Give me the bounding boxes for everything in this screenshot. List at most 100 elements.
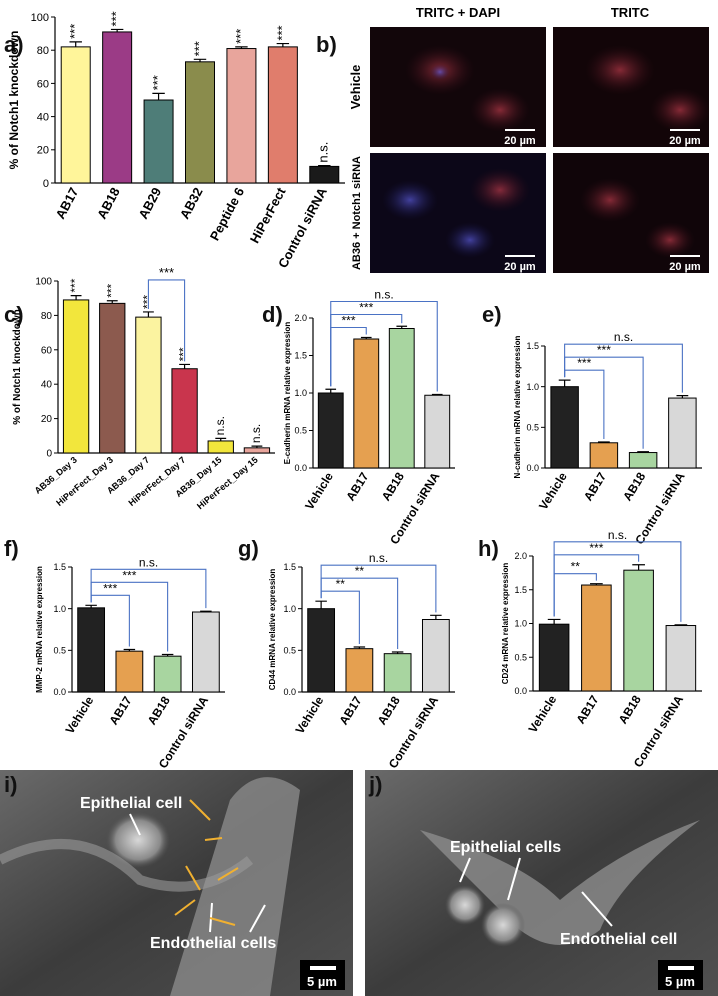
bar-chart: a)% of Notch1 knockdown 0 20 40 60 80 100 AB17 *… <box>4 11 345 270</box>
bar <box>62 299 90 454</box>
column-title: TRITC <box>611 5 650 20</box>
bar <box>135 316 162 454</box>
error-bar <box>430 614 442 620</box>
x-tick-label: Vehicle <box>526 693 560 736</box>
annotation: Endothelial cells <box>150 935 276 952</box>
y-tick-label: 20 <box>41 414 53 425</box>
sem-panel: j) Epithelial cells Endothelial cell 5 µ… <box>365 770 718 996</box>
y-axis-label: CD44 mRNA relative expression <box>268 569 277 691</box>
scale-bar-label: 5 µm <box>665 974 695 989</box>
comparison-bracket <box>90 568 207 609</box>
error-bar <box>152 92 165 100</box>
scale-box <box>300 960 345 990</box>
y-tick-label: 0.5 <box>283 645 296 655</box>
comparison-label: *** <box>597 343 611 357</box>
error-bar <box>106 300 118 304</box>
y-tick-label: 0.5 <box>53 645 66 655</box>
panel-label: e) <box>482 302 502 327</box>
significance-label: *** <box>141 295 155 309</box>
bar <box>309 165 340 184</box>
y-tick-label: 1.0 <box>514 619 527 629</box>
panel-label: g) <box>238 536 259 561</box>
y-tick-label: 0.5 <box>294 426 307 436</box>
bar <box>191 611 220 693</box>
bar <box>589 442 619 469</box>
bar <box>550 386 579 469</box>
comparison-label: *** <box>103 581 117 595</box>
x-tick-label: Vehicle <box>63 694 97 737</box>
bar <box>115 650 144 693</box>
error-bar <box>547 618 561 625</box>
comparison-bracket <box>147 279 186 362</box>
bar <box>317 392 344 469</box>
bar <box>383 653 412 693</box>
y-tick-label: 0 <box>43 178 49 190</box>
comparison-bracket <box>564 343 683 393</box>
comparison-label: ** <box>336 577 346 591</box>
x-tick-label: AB17 <box>336 694 364 728</box>
error-bar <box>69 41 82 47</box>
y-tick-label: 100 <box>31 12 49 24</box>
bar <box>226 48 257 184</box>
error-bar <box>193 58 207 62</box>
bar <box>153 655 182 693</box>
y-tick-label: 0.0 <box>53 687 66 697</box>
y-tick-label: 0 <box>46 449 52 460</box>
cell-shape <box>481 903 525 947</box>
comparison-label: ** <box>571 560 581 574</box>
bar <box>243 447 271 454</box>
comparison-bracket <box>553 541 682 622</box>
y-tick-label: 2.0 <box>294 313 307 323</box>
error-bar <box>318 164 331 167</box>
row-title: AB36 + Notch1 siRNA <box>351 156 363 270</box>
scale-box <box>658 960 703 990</box>
error-bar <box>632 564 645 571</box>
sem-image <box>365 770 718 996</box>
error-bar <box>674 624 688 626</box>
panel-label: b) <box>316 32 337 57</box>
scale-bar-label: 20 µm <box>504 261 536 273</box>
bar <box>102 31 133 184</box>
y-axis-label: % of Notch1 knockdown <box>12 309 23 425</box>
x-tick-label: AB18 <box>145 694 173 728</box>
y-axis-label: E-cadherin mRNA relative expression <box>283 322 292 465</box>
error-bar <box>325 388 337 393</box>
comparison-label: n.s. <box>614 330 633 344</box>
y-axis-label: N-cadherin mRNA relative expression <box>513 335 522 478</box>
x-tick-label: AB18 <box>620 470 648 504</box>
y-tick-label: 0.5 <box>514 652 527 662</box>
error-bar <box>110 28 124 32</box>
error-bar <box>215 437 227 441</box>
significance-label: *** <box>191 41 206 56</box>
y-axis-label: % of Notch1 knockdown <box>7 31 21 170</box>
error-bar <box>200 610 212 612</box>
x-tick-label: AB32 <box>177 185 206 221</box>
sem-panel: i) Epithelial cell Endothelial cells 5 µ… <box>0 770 353 996</box>
y-tick-label: 0.5 <box>526 422 539 432</box>
bar <box>388 328 415 469</box>
row-title: Vehicle <box>348 65 363 110</box>
error-bar <box>431 393 443 396</box>
scale-bar-label: 5 µm <box>307 974 337 989</box>
y-tick-label: 20 <box>37 145 49 157</box>
panel-label: d) <box>262 302 283 327</box>
x-tick-label: Peptide 6 <box>207 185 247 243</box>
bar <box>207 440 234 454</box>
bar <box>307 608 336 693</box>
y-tick-label: 1.5 <box>514 585 527 595</box>
bar <box>143 99 174 184</box>
significance-label: *** <box>104 283 118 297</box>
bar <box>538 623 570 692</box>
scale-bars: 20 µm 20 µm 20 µm 20 µm <box>504 129 701 273</box>
y-tick-label: 0.0 <box>294 463 307 473</box>
significance-label: *** <box>68 278 82 292</box>
significance-label: *** <box>67 24 82 39</box>
error-bar <box>590 583 603 586</box>
cell-shape <box>445 885 485 925</box>
significance-label: n.s. <box>316 142 331 163</box>
error-bar <box>315 600 327 609</box>
y-tick-label: 100 <box>35 277 52 288</box>
error-bar <box>360 336 372 339</box>
bar <box>99 302 126 454</box>
